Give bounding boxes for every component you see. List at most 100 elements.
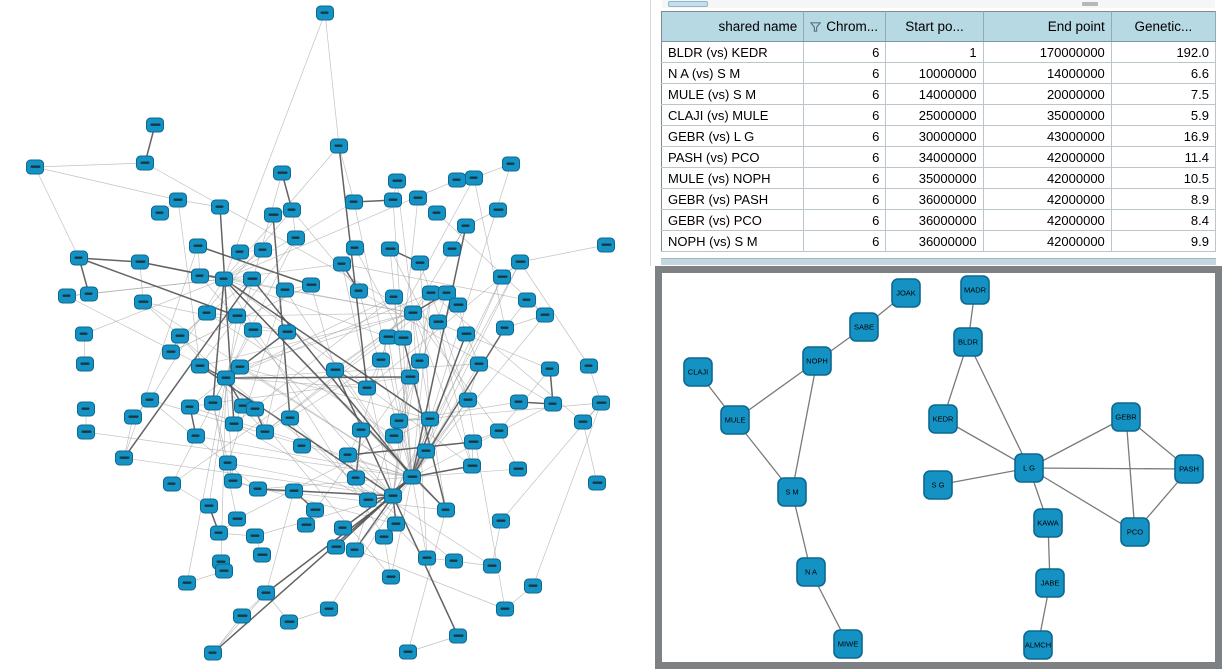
network-node[interactable] [574,414,592,430]
network-node[interactable] [326,362,344,378]
network-node[interactable] [249,481,267,497]
network-node[interactable] [316,5,334,21]
network-node[interactable] [225,416,243,432]
table-cell[interactable]: 170000000 [983,41,1112,63]
network-node[interactable] [124,409,142,425]
network-node[interactable] [231,359,249,375]
table-cell[interactable]: 6 [803,104,887,126]
table-cell[interactable]: GEBR (vs) PASH [661,188,805,210]
network-node[interactable] [422,285,440,301]
table-cell[interactable]: 7.5 [1111,83,1217,105]
table-cell[interactable]: BLDR (vs) KEDR [661,41,805,63]
network-node[interactable] [200,498,218,514]
table-cell[interactable]: 6 [803,146,887,168]
network-edge-s-g-l-g[interactable] [937,467,1030,486]
network-node[interactable] [151,205,169,221]
node-kawa[interactable]: KAWA [1033,508,1063,538]
network-node[interactable] [246,401,264,417]
network-node[interactable] [80,286,98,302]
network-node[interactable] [26,159,44,175]
node-n-a[interactable]: N A [796,557,826,587]
network-node[interactable] [381,241,399,257]
network-node[interactable] [403,469,421,485]
network-node[interactable] [254,242,272,258]
node-joak[interactable]: JOAK [891,278,921,308]
table-cell[interactable]: 10.5 [1111,167,1217,189]
table-cell[interactable]: 36000000 [885,230,984,252]
node-sabe[interactable]: SABE [849,312,879,342]
network-node[interactable] [204,395,222,411]
network-node[interactable] [592,395,610,411]
column-header-shared-name[interactable]: shared name [661,11,805,42]
scrollbar-thumb[interactable] [668,1,708,7]
table-cell[interactable]: 36000000 [885,209,984,231]
network-node[interactable] [375,529,393,545]
table-cell[interactable]: 9.9 [1111,230,1217,252]
network-node[interactable] [131,254,149,270]
network-node[interactable] [136,155,154,171]
network-node[interactable] [511,254,529,270]
table-row[interactable]: MULE (vs) NOPH 6 35000000 42000000 10.5 [661,167,1217,189]
network-node[interactable] [189,238,207,254]
network-node[interactable] [162,344,180,360]
network-node[interactable] [178,575,196,591]
table-cell[interactable]: 16.9 [1111,125,1217,147]
network-node[interactable] [489,202,507,218]
table-cell[interactable]: 34000000 [885,146,984,168]
network-node[interactable] [339,447,357,463]
network-node[interactable] [283,202,301,218]
table-row[interactable]: CLAJI (vs) MULE 6 25000000 35000000 5.9 [661,104,1217,126]
node-pash[interactable]: PASH [1174,454,1204,484]
table-cell[interactable]: MULE (vs) NOPH [661,167,805,189]
table-cell[interactable]: 10000000 [885,62,984,84]
table-cell[interactable]: 42000000 [983,209,1112,231]
network-node[interactable] [411,255,429,271]
network-node[interactable] [297,517,315,533]
network-node[interactable] [404,305,422,321]
table-cell[interactable]: CLAJI (vs) MULE [661,104,805,126]
table-cell[interactable]: 14000000 [983,62,1112,84]
network-node[interactable] [449,297,467,313]
node-bldr[interactable]: BLDR [953,327,983,357]
table-cell[interactable]: NOPH (vs) S M [661,230,805,252]
table-row[interactable]: NOPH (vs) S M 6 36000000 42000000 9.9 [661,230,1217,252]
network-node[interactable] [211,199,229,215]
network-node[interactable] [198,305,216,321]
node-madr[interactable]: MADR [960,275,990,305]
network-node[interactable] [327,539,345,555]
network-node[interactable] [359,492,377,508]
table-cell[interactable]: 11.4 [1111,146,1217,168]
network-node[interactable] [163,476,181,492]
column-header-start-point[interactable]: Start po... [885,11,984,42]
network-node[interactable] [390,413,408,429]
network-node[interactable] [490,423,508,439]
network-detail-panel[interactable]: JOAK SABE NOPH CLAJI MULE KEDR MADR BLDR GEBR L G… [655,266,1222,669]
network-node[interactable] [384,488,402,504]
network-node[interactable] [493,269,511,285]
table-cell[interactable]: 25000000 [885,104,984,126]
node-s-m[interactable]: S M [777,477,807,507]
network-edge-l-g-gebr[interactable] [1028,416,1127,469]
column-header-genetic[interactable]: Genetic... [1111,11,1217,42]
network-node[interactable] [387,516,405,532]
network-node[interactable] [492,513,510,529]
network-node[interactable] [502,156,520,172]
network-node[interactable] [191,358,209,374]
network-node[interactable] [347,470,365,486]
table-cell[interactable]: 14000000 [885,83,984,105]
network-node[interactable] [243,271,261,287]
network-node[interactable] [217,370,235,386]
table-cell[interactable]: 43000000 [983,125,1112,147]
table-cell[interactable]: 6 [803,83,887,105]
node-miwe[interactable]: MIWE [833,629,863,659]
network-node[interactable] [448,172,466,188]
network-node[interactable] [77,401,95,417]
network-node[interactable] [384,192,402,208]
table-cell[interactable]: 6 [803,209,887,231]
network-node[interactable] [428,205,446,221]
network-node[interactable] [115,450,133,466]
network-overview-panel[interactable] [0,0,656,669]
table-cell[interactable]: 20000000 [983,83,1112,105]
network-detail-canvas[interactable]: JOAK SABE NOPH CLAJI MULE KEDR MADR BLDR GEBR L G… [662,273,1215,662]
network-node[interactable] [181,399,199,415]
